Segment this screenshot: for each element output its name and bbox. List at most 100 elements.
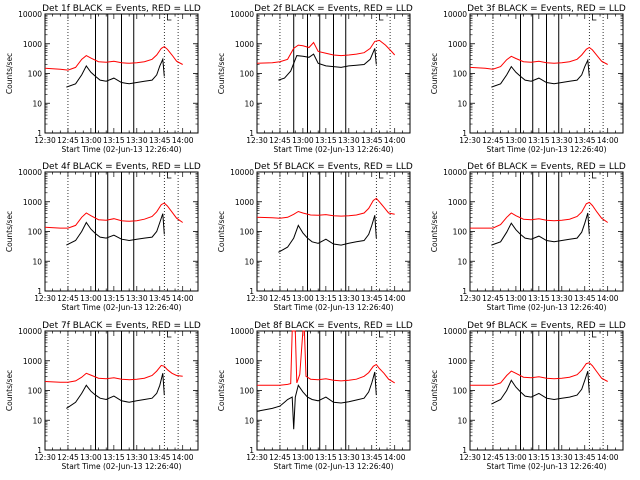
y-tick-label: 1000 (23, 40, 42, 49)
y-axis-label: Counts/sec (430, 211, 439, 252)
y-tick-label: 1000 (235, 198, 254, 207)
panel-title: Det 7f BLACK = Events, RED = LLD (42, 321, 201, 331)
x-tick-label: 13:30 (126, 136, 148, 145)
x-axis-label: Start Time (02-Jun-13 12:26:40) (487, 303, 607, 312)
x-tick-label: 13:30 (338, 453, 360, 462)
x-tick-label: 13:15 (315, 136, 337, 145)
y-tick-label: 100 (453, 70, 468, 79)
y-tick-label: 1000 (235, 40, 254, 49)
y-axis-label: Counts/sec (430, 53, 439, 94)
chart-panel-9: Det 9f BLACK = Events, RED = LLD 1 10 100 10… (430, 321, 626, 471)
y-tick-label: 1 (37, 287, 42, 296)
top-bracket-marker (592, 172, 597, 179)
panel-title: Det 9f BLACK = Events, RED = LLD (467, 321, 626, 331)
top-bracket-marker (167, 14, 172, 21)
y-tick-label: 1000 (448, 357, 467, 366)
x-tick-label: 14:00 (384, 294, 406, 303)
y-tick-label: 1 (249, 287, 254, 296)
x-tick-label: 12:45 (482, 453, 504, 462)
top-bracket-marker (167, 331, 172, 338)
x-tick-label: 12:30 (459, 136, 481, 145)
x-tick-label: 13:00 (505, 453, 527, 462)
series-line-events (491, 370, 590, 405)
y-tick-label: 10 (457, 257, 467, 266)
y-tick-label: 100 (240, 387, 255, 396)
x-axis-label: Start Time (02-Jun-13 12:26:40) (274, 145, 394, 154)
y-tick-label: 10000 (18, 327, 42, 336)
x-tick-label: 12:45 (269, 294, 291, 303)
x-tick-label: 12:30 (34, 453, 56, 462)
y-tick-label: 10000 (230, 168, 254, 177)
y-axis-label: Counts/sec (217, 211, 226, 252)
y-tick-label: 100 (453, 228, 468, 237)
y-tick-label: 1 (462, 446, 467, 455)
series-line-lld (44, 202, 183, 229)
y-tick-label: 1 (249, 446, 254, 455)
x-tick-label: 13:45 (574, 294, 596, 303)
x-axis-label: Start Time (02-Jun-13 12:26:40) (62, 145, 182, 154)
series-line-lld (44, 45, 183, 71)
x-tick-label: 12:45 (482, 294, 504, 303)
x-tick-label: 12:45 (57, 136, 79, 145)
x-tick-label: 13:30 (551, 136, 573, 145)
chart-panel-8: Det 8f BLACK = Events, RED = LLD 1 10 100 10… (217, 321, 413, 471)
x-tick-label: 12:30 (34, 136, 56, 145)
x-tick-label: 14:00 (384, 453, 406, 462)
x-tick-label: 13:45 (149, 453, 171, 462)
chart-panel-6: Det 6f BLACK = Events, RED = LLD 1 10 100 10… (430, 162, 626, 312)
x-tick-label: 13:30 (126, 453, 148, 462)
y-tick-label: 100 (240, 70, 255, 79)
x-axis-label: Start Time (02-Jun-13 12:26:40) (62, 462, 182, 471)
top-bracket-marker (379, 14, 384, 21)
y-axis-label: Counts/sec (5, 370, 14, 411)
top-bracket-marker (379, 172, 384, 179)
chart-panel-2: Det 2f BLACK = Events, RED = LLD 1 10 100 10… (217, 4, 413, 154)
y-axis-label: Counts/sec (217, 370, 226, 411)
y-tick-label: 10 (244, 257, 254, 266)
y-axis-label: Counts/sec (430, 370, 439, 411)
chart-panel-1: Det 1f BLACK = Events, RED = LLD 1 10 100 10… (5, 4, 201, 154)
x-tick-label: 13:15 (528, 136, 550, 145)
y-tick-label: 1 (462, 287, 467, 296)
x-tick-label: 13:30 (338, 136, 360, 145)
x-tick-label: 13:45 (149, 294, 171, 303)
x-tick-label: 13:00 (292, 453, 314, 462)
x-tick-label: 12:30 (459, 294, 481, 303)
y-tick-label: 10 (244, 416, 254, 425)
x-axis-label: Start Time (02-Jun-13 12:26:40) (487, 145, 607, 154)
y-tick-label: 10 (32, 416, 42, 425)
series-line-lld (257, 330, 395, 386)
x-tick-label: 12:45 (57, 453, 79, 462)
y-tick-label: 10000 (18, 10, 42, 19)
x-axis-label: Start Time (02-Jun-13 12:26:40) (62, 303, 182, 312)
x-tick-label: 13:15 (528, 294, 550, 303)
series-line-events (66, 373, 165, 409)
x-tick-label: 14:00 (172, 136, 194, 145)
x-tick-label: 12:45 (269, 136, 291, 145)
x-tick-label: 13:00 (505, 294, 527, 303)
series-line-events (491, 212, 590, 246)
x-tick-label: 12:30 (246, 294, 268, 303)
x-tick-label: 13:00 (292, 294, 314, 303)
x-axis-label: Start Time (02-Jun-13 12:26:40) (274, 462, 394, 471)
x-tick-label: 13:00 (505, 136, 527, 145)
x-tick-label: 13:45 (361, 136, 383, 145)
x-tick-label: 13:00 (80, 294, 102, 303)
top-bracket-marker (379, 331, 384, 338)
y-tick-label: 1000 (448, 40, 467, 49)
y-tick-label: 1 (37, 129, 42, 138)
x-tick-label: 14:00 (384, 136, 406, 145)
panel-title: Det 2f BLACK = Events, RED = LLD (254, 4, 413, 14)
y-tick-label: 1000 (23, 357, 42, 366)
x-tick-label: 13:30 (551, 453, 573, 462)
x-tick-label: 13:30 (338, 294, 360, 303)
x-tick-label: 14:00 (597, 136, 619, 145)
y-tick-label: 10000 (230, 10, 254, 19)
panel-title: Det 6f BLACK = Events, RED = LLD (467, 162, 626, 172)
x-tick-label: 14:00 (172, 294, 194, 303)
x-tick-label: 13:45 (149, 136, 171, 145)
x-tick-label: 13:00 (80, 453, 102, 462)
x-tick-label: 12:45 (482, 136, 504, 145)
top-bracket-marker (592, 14, 597, 21)
x-tick-label: 12:30 (459, 453, 481, 462)
